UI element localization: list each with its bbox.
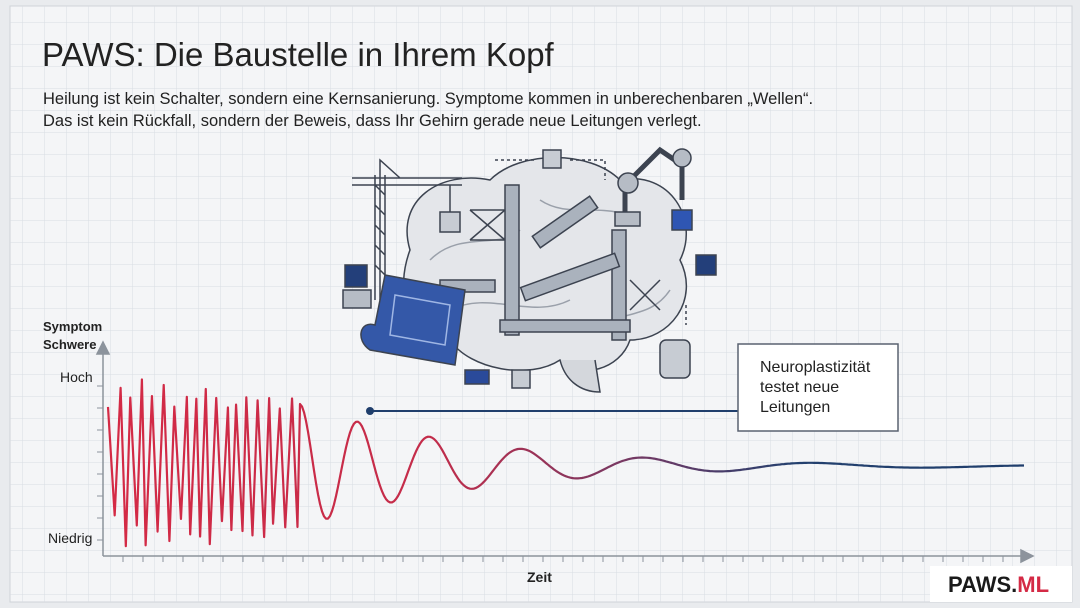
axis-ticks: [97, 385, 1004, 562]
y-low-label: Niedrig: [48, 530, 92, 546]
logo-box: [930, 566, 1072, 602]
subtitle: Das ist kein Rückfall, sondern der Bewei…: [43, 112, 702, 130]
subtitle: Heilung ist kein Schalter, sondern eine …: [43, 90, 813, 108]
y-axis-label: Schwere: [43, 337, 96, 352]
callout-text: Leitungen: [760, 399, 830, 416]
axes: [95, 340, 1035, 564]
x-axis-label: Zeit: [527, 569, 552, 585]
callout-box: [737, 343, 899, 432]
callout-text: testet neue: [760, 379, 839, 396]
callout-dot: [366, 407, 374, 415]
y-axis-label: Symptom: [43, 319, 102, 334]
brain-construction-illustration: [342, 146, 717, 393]
logo-accent: ML: [1017, 572, 1049, 597]
symptom-wave: [106, 378, 1024, 548]
callout-text: Neuroplastizität: [760, 359, 871, 376]
logo-main: PAWS.: [948, 572, 1017, 597]
y-high-label: Hoch: [60, 369, 93, 385]
logo: PAWS.ML: [948, 572, 1049, 597]
title: PAWS: Die Baustelle in Ihrem Kopf: [42, 36, 555, 73]
